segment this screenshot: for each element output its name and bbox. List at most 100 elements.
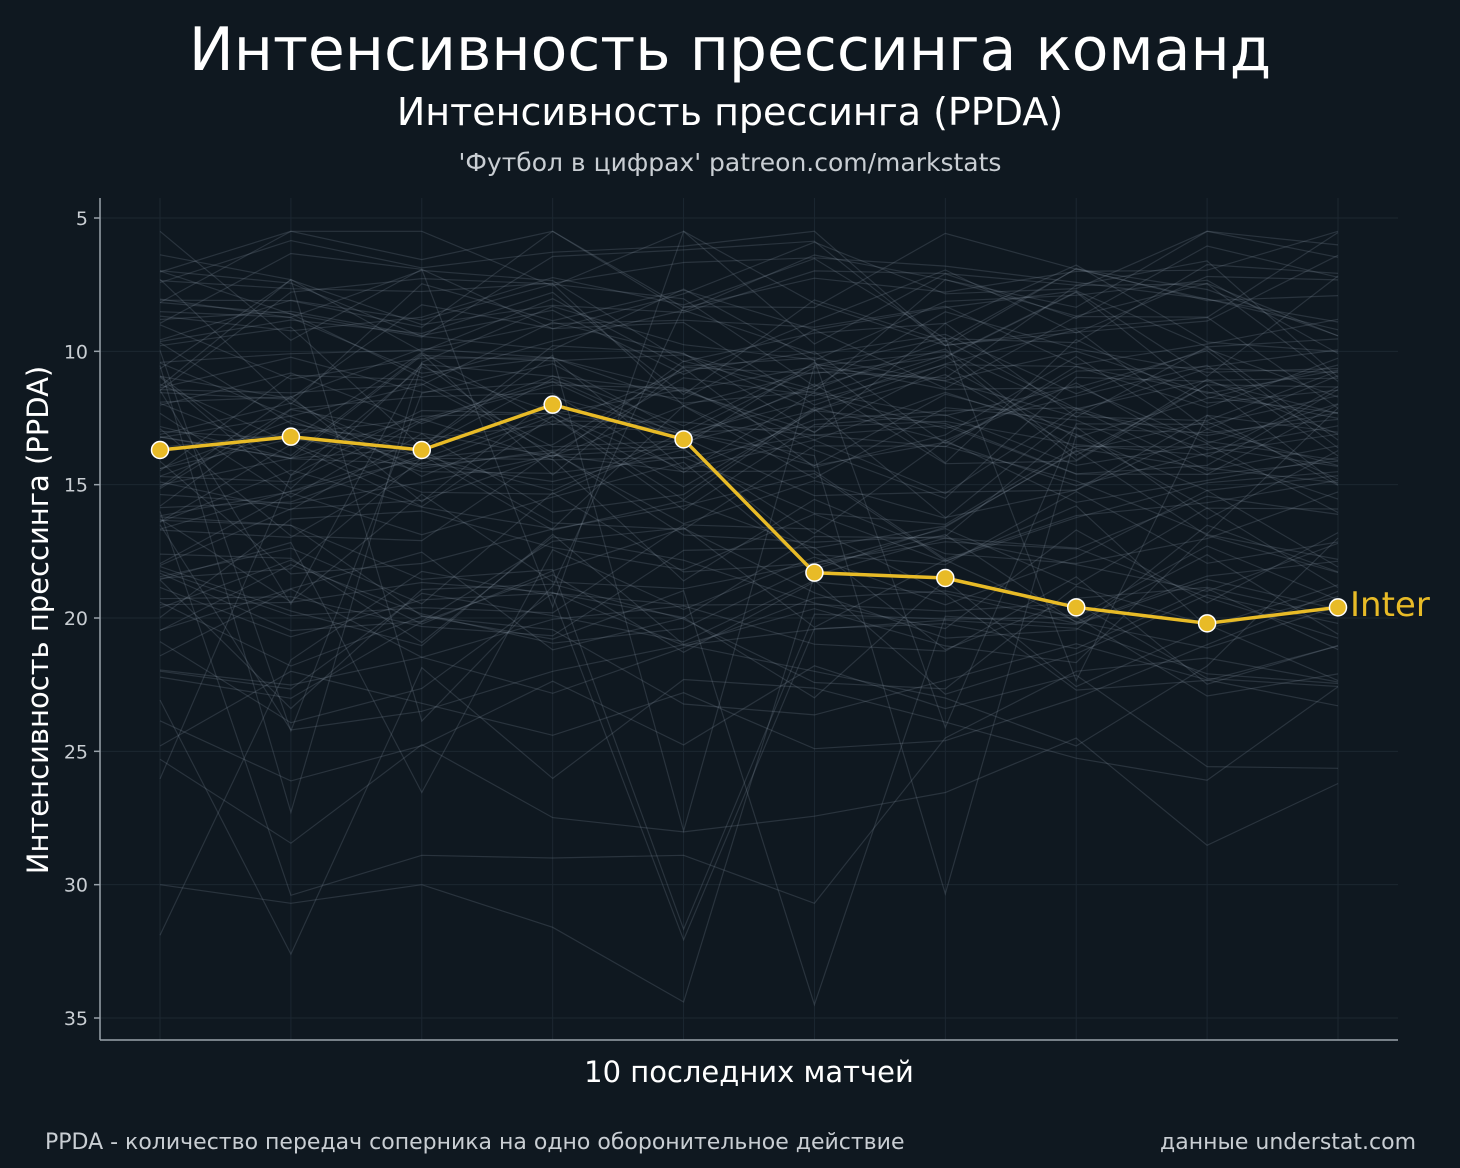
background-team-line [159, 321, 1339, 439]
background-team-line [159, 574, 1339, 699]
background-team-line [159, 524, 1339, 639]
background-team-line [159, 414, 1339, 523]
background-team-line [159, 278, 1339, 405]
y-tick-label-5: 5 [76, 208, 88, 230]
background-team-line [159, 277, 1339, 407]
y-tick-label-30: 30 [64, 875, 88, 897]
background-team-line [159, 524, 1339, 625]
background-team-line [159, 737, 1339, 847]
highlight-series [150, 395, 1348, 633]
background-team-line [159, 382, 1339, 513]
background-team-line [159, 383, 1339, 497]
x-axis-label: 10 последних матчей [584, 1055, 914, 1089]
background-team-lines [159, 230, 1339, 1007]
background-team-line [159, 374, 1339, 486]
background-team-line [159, 454, 1339, 566]
background-team-line [159, 376, 1339, 499]
background-team-line [159, 324, 1339, 412]
background-team-line [159, 353, 1339, 476]
footnote: PPDA - количество передач соперника на о… [45, 1130, 905, 1155]
background-team-line [159, 434, 1339, 526]
background-team-line [159, 457, 1339, 582]
background-team-line [159, 431, 1339, 896]
background-team-line [159, 305, 1339, 730]
background-team-line [159, 315, 1339, 409]
background-team-line [159, 337, 1339, 834]
background-team-line [159, 601, 1339, 716]
background-team-line [159, 278, 1339, 404]
background-team-line [159, 570, 1339, 942]
background-team-line [159, 403, 1339, 476]
background-team-line [159, 527, 1339, 649]
highlight-point-3 [412, 440, 432, 460]
background-team-line [159, 270, 1339, 362]
background-team-line [159, 439, 1339, 539]
background-team-line [159, 301, 1339, 398]
highlight-point-9 [1197, 614, 1217, 633]
background-team-line [159, 581, 1339, 685]
background-team-line [159, 230, 1339, 330]
background-team-line [159, 257, 1339, 344]
background-team-line [159, 511, 1339, 905]
highlight-point-5 [674, 430, 693, 449]
background-team-line [159, 546, 1339, 651]
background-team-line [159, 665, 1339, 782]
background-team-line [159, 407, 1339, 535]
background-team-line [159, 579, 1339, 699]
background-team-line [159, 576, 1339, 685]
background-team-line [159, 347, 1339, 470]
background-team-line [159, 349, 1339, 445]
highlight-point-1 [150, 440, 170, 460]
background-team-line [159, 420, 1339, 500]
background-team-line [159, 529, 1339, 644]
background-team-line [159, 357, 1339, 476]
background-team-line [159, 268, 1339, 396]
data-credit: данные understat.com [1160, 1130, 1416, 1155]
background-team-line [159, 232, 1339, 723]
highlight-series-label: Inter [1350, 585, 1430, 626]
background-team-line [159, 291, 1339, 414]
background-team-line [159, 590, 1339, 697]
highlight-line [159, 402, 1339, 626]
background-team-line [159, 355, 1339, 469]
background-team-line [159, 493, 1339, 603]
background-team-line [159, 230, 1339, 309]
background-team-line [159, 305, 1339, 366]
background-team-line [159, 404, 1339, 530]
background-team-line [159, 533, 1339, 664]
chart-subtitle: Интенсивность прессинга (PPDA) [396, 90, 1064, 134]
background-team-line [159, 240, 1339, 347]
background-team-line [159, 534, 1339, 644]
background-team-line [159, 264, 1339, 363]
background-team-line [159, 230, 1339, 328]
background-team-line [159, 230, 1339, 346]
y-tick-label-15: 15 [64, 475, 88, 497]
background-team-line [159, 405, 1339, 507]
background-team-line [159, 365, 1339, 478]
background-team-line [159, 524, 1339, 747]
background-team-line [159, 260, 1339, 378]
background-team-line [159, 421, 1339, 549]
background-team-line [159, 579, 1339, 695]
background-team-line [159, 407, 1339, 495]
y-tick-label-35: 35 [64, 1008, 88, 1030]
highlight-point-7 [936, 568, 955, 588]
background-team-line [159, 449, 1339, 574]
background-team-line [159, 460, 1339, 575]
y-tick-label-20: 20 [64, 608, 88, 630]
background-team-line [159, 283, 1339, 388]
highlight-point-2 [281, 427, 301, 446]
background-team-line [159, 408, 1339, 519]
background-team-line [159, 374, 1339, 484]
y-tick-label-10: 10 [64, 341, 88, 363]
background-team-line [159, 360, 1339, 815]
highlight-point-6 [805, 563, 824, 582]
background-team-line [159, 385, 1339, 490]
background-team-line [159, 393, 1339, 503]
background-team-line [159, 363, 1339, 490]
background-team-line [159, 447, 1339, 566]
background-team-line [159, 579, 1339, 710]
background-team-line [159, 489, 1339, 794]
highlight-point-8 [1066, 598, 1086, 617]
